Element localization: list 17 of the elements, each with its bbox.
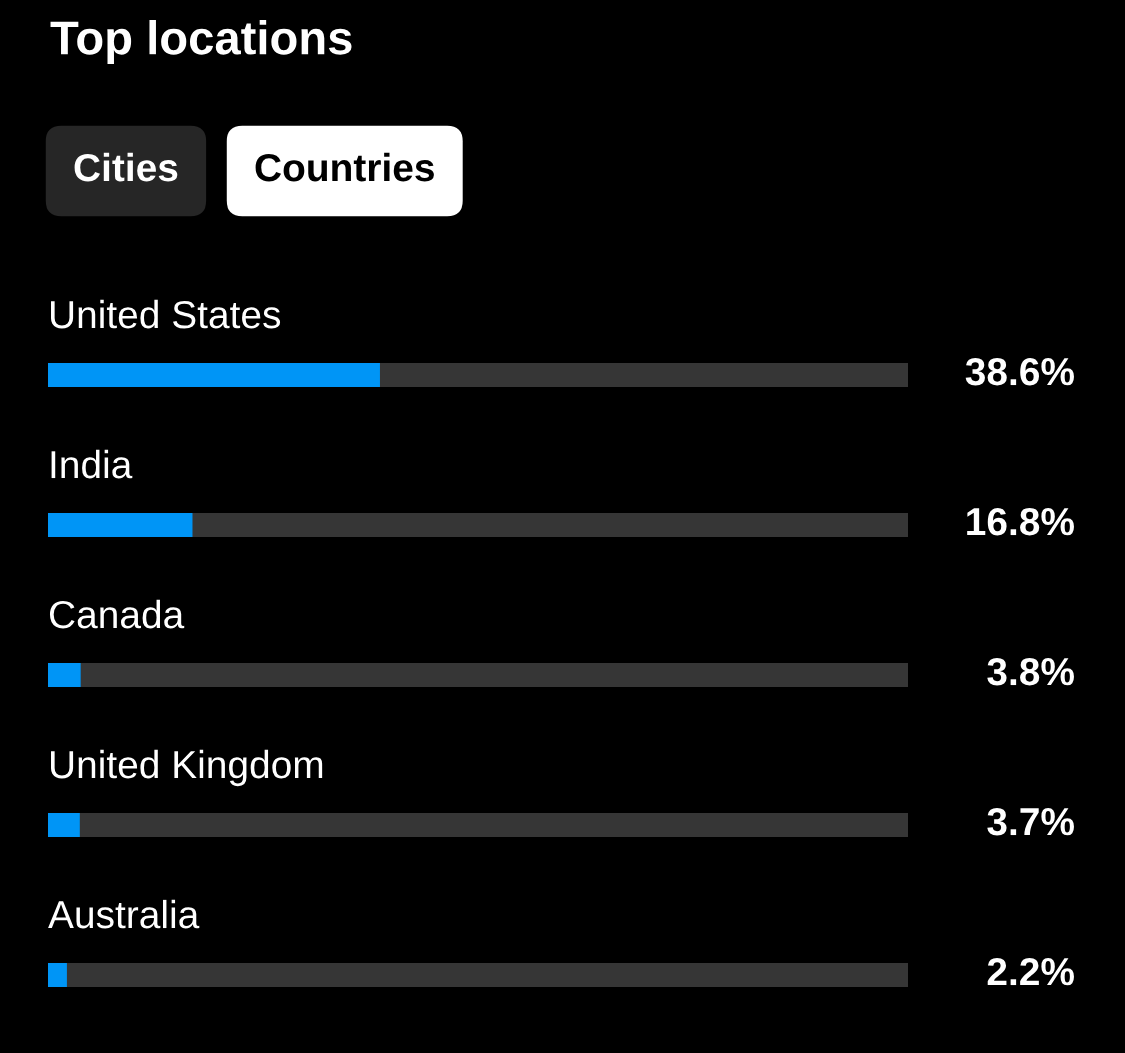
bar (48, 663, 81, 687)
y-tick-label: United Kingdom (51, 749, 323, 787)
data-label: 2.2% (987, 957, 1074, 986)
data-label: 3.7% (987, 807, 1074, 836)
bar (48, 513, 193, 537)
data-label: 3.8% (987, 657, 1074, 686)
bar (48, 813, 80, 837)
y-tick-label: Canada (49, 599, 185, 629)
text: Countries (255, 152, 434, 182)
y-tick-label: United States (51, 299, 281, 329)
data-label: 38.6% (965, 357, 1074, 386)
chart-title: Top locations (50, 19, 352, 65)
data-label: 16.8% (967, 507, 1074, 536)
y-tick-label: India (51, 449, 133, 479)
bar (48, 963, 67, 987)
y-tick-label: Australia (48, 899, 200, 929)
text: Cities (74, 152, 178, 182)
